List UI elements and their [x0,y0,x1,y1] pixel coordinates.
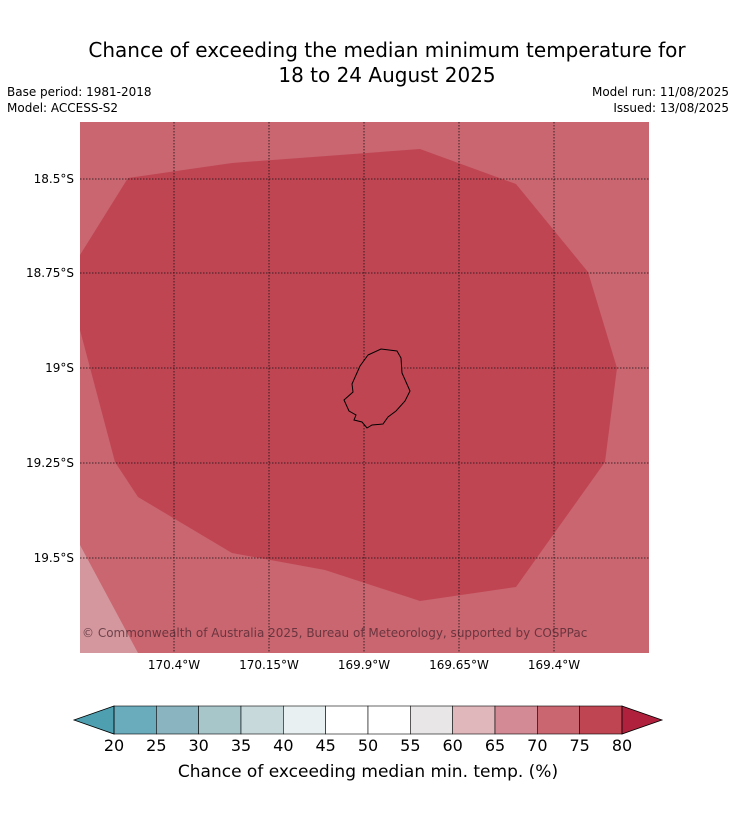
colorbar-cell [198,705,242,735]
colorbar-tick-label: 20 [103,736,125,755]
longitude-label: 170.15°W [239,658,299,672]
colorbar-cell [156,705,199,735]
colorbar-tick-label: 80 [611,736,633,755]
model-name: Model: ACCESS-S2 [7,101,119,115]
longitude-label: 170.4°W [147,658,201,672]
colorbar-cell [537,705,580,735]
colorbar-tick-label: 40 [273,736,294,755]
colorbar-tick-label: 50 [357,736,379,755]
latitude-label: 18.75°S [26,266,74,280]
longitude-label: 169.9°W [337,658,391,672]
colorbar-tick-label: 70 [527,736,548,755]
colorbar-cells [113,705,623,735]
colorbar-cell [240,705,284,735]
colorbar-cell [325,705,369,735]
colorbar-tick-label: 65 [484,736,506,755]
latitude-label: 19°S [45,361,74,375]
meta-left: Base period: 1981-2018 Model: ACCESS-S2 [7,84,152,116]
colorbar-label: Chance of exceeding median min. temp. (%… [177,762,559,782]
colorbar-under-arrow [74,706,114,734]
map-title-line2: 18 to 24 August 2025 [278,63,496,87]
colorbar-cell [367,705,411,735]
issued-date: Issued: 13/08/2025 [613,101,729,115]
colorbar-tick-label: 30 [188,736,209,755]
colorbar-cell [113,705,157,735]
map-title: Chance of exceeding the median minimum t… [0,38,736,88]
longitude-label: 169.4°W [527,658,581,672]
copyright-notice: © Commonwealth of Australia 2025, Bureau… [82,626,588,640]
meta-right: Model run: 11/08/2025 Issued: 13/08/2025 [592,84,729,116]
colorbar-cell [410,705,453,735]
model-run: Model run: 11/08/2025 [591,85,729,99]
colorbar-tick-label: 55 [400,736,421,755]
map-title-line1: Chance of exceeding the median minimum t… [88,38,686,62]
longitude-label: 169.65°W [429,658,489,672]
colorbar-cell [283,705,326,735]
colorbar-tick-label: 45 [315,736,336,755]
latitude-label: 19.25°S [26,456,74,470]
probability-band-corner [80,545,138,653]
colorbar-tick-label: 75 [569,736,590,755]
latitude-label: 18.5°S [33,172,74,186]
colorbar-cell [494,705,538,735]
colorbar-tick-label: 25 [146,736,167,755]
latitude-label: 19.5°S [33,551,74,565]
colorbar-cell [579,705,623,735]
map-frame [80,122,649,653]
base-period: Base period: 1981-2018 [7,85,152,99]
colorbar-tick-label: 60 [442,736,463,755]
island-outline [343,348,411,429]
colorbar-cell [452,705,496,735]
probability-band-core [80,149,617,601]
colorbar-over-arrow [622,706,662,734]
colorbar-tick-label: 35 [230,736,252,755]
colorbar [72,705,664,735]
